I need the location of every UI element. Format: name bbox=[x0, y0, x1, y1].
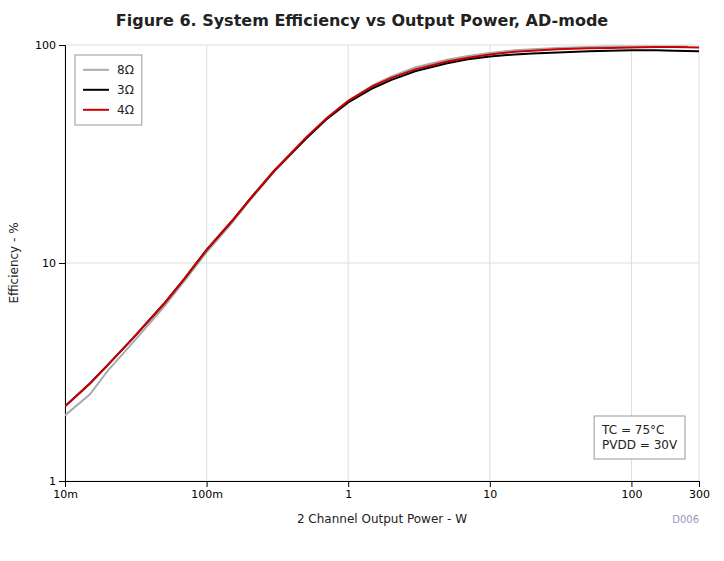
plot: 10m 100m 1 10 100 300 1 10 100 8Ω 3Ω 4Ω TC = 75°CPVD… bbox=[35, 39, 710, 501]
legend-box bbox=[75, 55, 142, 125]
legend-item: 4Ω bbox=[83, 103, 134, 117]
legend-label: 4Ω bbox=[117, 103, 134, 117]
tick-mark bbox=[348, 481, 349, 487]
axis-line bbox=[66, 482, 700, 488]
x-axis-label: 2 Channel Output Power - W bbox=[297, 512, 467, 526]
annotation-text: TC = 75°CPVDD = 30V bbox=[601, 423, 678, 452]
legend-swatch bbox=[83, 69, 109, 71]
tick: 10 bbox=[483, 481, 497, 501]
tick-mark bbox=[699, 481, 700, 487]
legend: 8Ω 3Ω 4Ω bbox=[75, 55, 142, 125]
y-axis-label: Efficiency - % bbox=[7, 222, 21, 303]
lines bbox=[65, 46, 699, 415]
legend-label: 8Ω bbox=[117, 63, 134, 77]
grid-line bbox=[65, 45, 699, 46]
tick: 300 bbox=[689, 481, 710, 501]
tick-label: 100 bbox=[621, 488, 642, 501]
line bbox=[65, 50, 699, 406]
watermark: D006 bbox=[672, 514, 699, 525]
tick-label: 1 bbox=[49, 475, 56, 488]
tick-mark bbox=[59, 263, 65, 264]
legend-swatch bbox=[83, 109, 109, 111]
legend-label: 3Ω bbox=[117, 83, 134, 97]
tick-mark bbox=[59, 45, 65, 46]
legend-item: 8Ω bbox=[83, 63, 134, 77]
tick: 100m bbox=[191, 481, 223, 501]
tick: 1 bbox=[49, 475, 65, 488]
tick: 100 bbox=[35, 39, 65, 52]
tick-label: 300 bbox=[689, 488, 710, 501]
legend-swatch bbox=[83, 89, 109, 91]
grid-line bbox=[65, 263, 699, 264]
tick-label: 100m bbox=[191, 488, 223, 501]
tick: 10 bbox=[42, 257, 65, 270]
legend-item: 3Ω bbox=[83, 83, 134, 97]
grid bbox=[65, 45, 699, 481]
x-axis: 10m 100m 1 10 100 300 bbox=[53, 481, 710, 501]
y-axis: 1 10 100 bbox=[35, 39, 66, 488]
line bbox=[65, 47, 699, 406]
annotation-box bbox=[594, 416, 685, 459]
axis-line bbox=[59, 46, 66, 482]
tick-mark bbox=[490, 481, 491, 487]
tick-mark bbox=[59, 481, 65, 482]
tick: 10m bbox=[53, 481, 78, 501]
chart: Figure 6. System Efficiency vs Output Po… bbox=[0, 0, 724, 561]
tick-label: 100 bbox=[35, 39, 56, 52]
tick-label: 10 bbox=[483, 488, 497, 501]
tick-mark bbox=[207, 481, 208, 487]
tick-label: 10 bbox=[42, 257, 56, 270]
line bbox=[65, 46, 688, 415]
annotation: TC = 75°CPVDD = 30V bbox=[594, 416, 685, 459]
tick-mark bbox=[631, 481, 632, 487]
tick-label: 10m bbox=[53, 488, 78, 501]
tick: 100 bbox=[621, 481, 642, 501]
tick: 1 bbox=[345, 481, 352, 501]
title: Figure 6. System Efficiency vs Output Po… bbox=[116, 11, 609, 30]
tick-label: 1 bbox=[345, 488, 352, 501]
